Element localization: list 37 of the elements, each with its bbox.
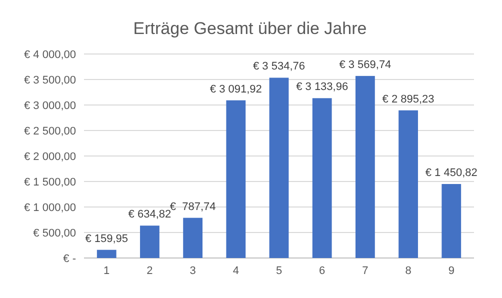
y-tick-label: € 2 000,00 xyxy=(24,150,76,163)
bar xyxy=(398,110,418,258)
data-label: € 3 534,76 xyxy=(253,60,305,73)
data-label: € 3 569,74 xyxy=(339,58,392,71)
y-tick-label: € 1 000,00 xyxy=(24,202,76,214)
x-tick-label: 3 xyxy=(190,265,196,277)
data-label: € 787,74 xyxy=(170,200,216,213)
x-tick-label: 8 xyxy=(405,265,412,277)
data-label: € 3 133,96 xyxy=(296,81,348,94)
y-tick-label: € 1 500,00 xyxy=(24,176,76,188)
bar xyxy=(183,218,203,258)
x-tick-label: 2 xyxy=(146,265,153,277)
data-label: € 2 895,23 xyxy=(382,93,434,106)
y-tick-label: € 500,00 xyxy=(33,227,76,240)
y-tick-label: € 3 500,00 xyxy=(24,74,76,86)
x-tick-label: 6 xyxy=(319,265,326,277)
x-tick-label: 5 xyxy=(276,265,282,277)
y-tick-label: € - xyxy=(63,252,76,265)
y-tick-label: € 4 000,00 xyxy=(24,48,76,61)
x-tick-label: 4 xyxy=(232,265,239,277)
x-tick-label: 9 xyxy=(448,265,454,277)
bar xyxy=(96,250,116,258)
y-tick-label: € 2 500,00 xyxy=(24,125,76,138)
data-label: € 3 091,92 xyxy=(210,83,262,96)
bar xyxy=(226,100,246,258)
x-tick-label: 7 xyxy=(362,265,368,277)
data-label: € 1 450,82 xyxy=(425,167,478,180)
bar xyxy=(312,98,332,258)
bar xyxy=(140,226,160,258)
x-tick-label: 1 xyxy=(104,265,110,277)
chart-title: Erträge Gesamt über die Jahre xyxy=(133,19,367,38)
data-label: € 634,82 xyxy=(128,208,172,221)
bar xyxy=(269,78,289,258)
bar xyxy=(442,184,462,258)
y-tick-label: € 3 000,00 xyxy=(24,100,76,112)
bar xyxy=(355,76,375,258)
data-label: € 159,95 xyxy=(85,232,128,245)
